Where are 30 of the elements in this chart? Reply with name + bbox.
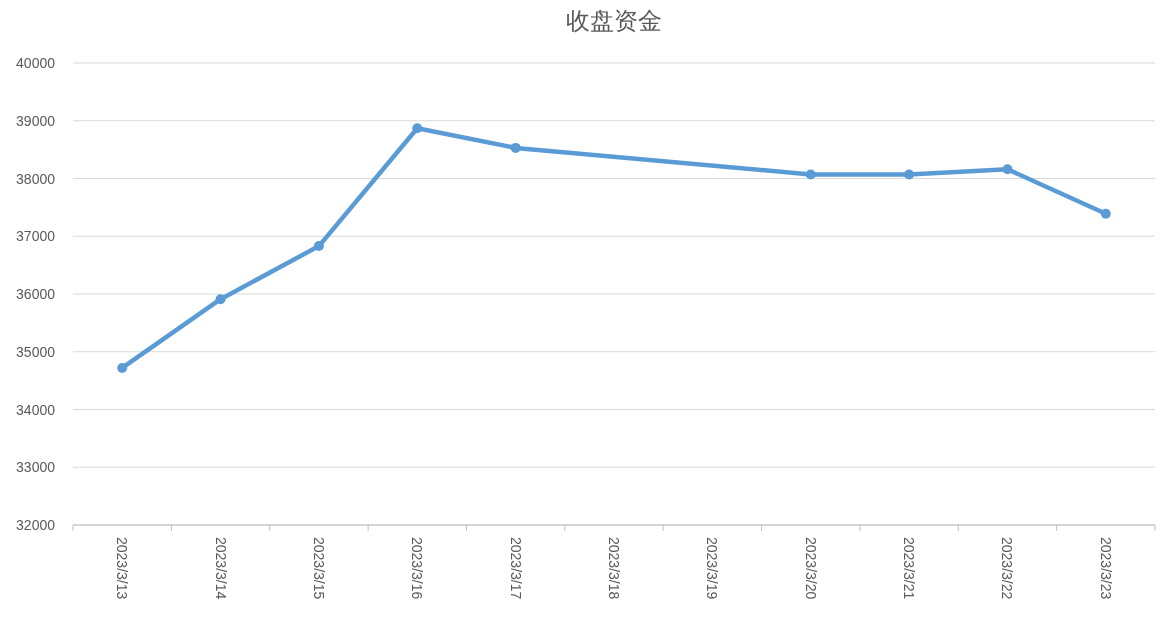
y-tick-label: 40000 (16, 55, 56, 71)
y-tick-label: 32000 (16, 517, 56, 533)
y-tick-label: 35000 (16, 343, 56, 360)
y-tick-label: 34000 (16, 401, 56, 418)
x-tick-label: 2023/3/22 (999, 537, 1016, 600)
point (117, 362, 128, 373)
point (904, 169, 915, 180)
x-tick-label: 2023/3/21 (901, 537, 918, 600)
y-tick-label: 38000 (16, 170, 56, 187)
chart-title: 收盘资金 (566, 7, 662, 34)
x-tick-label: 2023/3/18 (606, 537, 622, 600)
point (215, 294, 226, 305)
x-tick-label: 2023/3/14 (212, 537, 229, 600)
y-tick-label: 39000 (16, 112, 56, 129)
point (510, 142, 521, 153)
point (1002, 164, 1013, 175)
x-tick-label: 2023/3/15 (310, 537, 327, 600)
x-tick-label: 2023/3/20 (802, 537, 819, 600)
point (805, 169, 816, 180)
x-tick-label: 2023/3/23 (1097, 537, 1114, 600)
y-tick-label: 37000 (16, 228, 56, 245)
x-tick-label: 2023/3/13 (114, 537, 131, 600)
x-tick-label: 2023/3/17 (507, 537, 524, 600)
x-tick-label: 2023/3/19 (704, 537, 721, 600)
point (313, 241, 324, 252)
point (1100, 208, 1111, 219)
y-tick-label: 33000 (16, 459, 56, 476)
point (412, 123, 423, 134)
y-tick-label: 36000 (16, 286, 56, 302)
x-tick-label: 2023/3/16 (409, 537, 426, 600)
